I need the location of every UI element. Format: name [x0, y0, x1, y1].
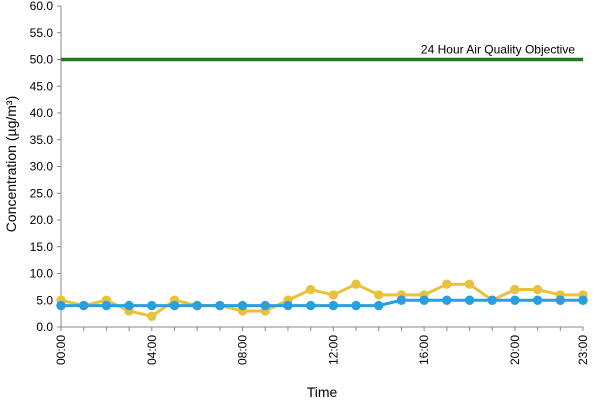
- series-1-point: [328, 290, 339, 300]
- series-2-point: [578, 295, 588, 305]
- series-1-point: [351, 279, 361, 289]
- series-2-point: [532, 295, 543, 305]
- series-1-point: [442, 279, 452, 289]
- y-tick-label: 25.0: [30, 186, 54, 200]
- series-1-point: [464, 279, 475, 289]
- series-2-point: [147, 300, 157, 311]
- reference-line-label: 24 Hour Air Quality Objective: [421, 43, 575, 57]
- x-tick-label: 23:00: [576, 335, 590, 365]
- reference-line-group: 24 Hour Air Quality Objective: [61, 43, 583, 62]
- series-2-point: [283, 300, 293, 311]
- y-tick-label: 5.0: [36, 293, 53, 307]
- y-tick-label: 40.0: [30, 106, 54, 120]
- series-2-point: [56, 300, 66, 311]
- y-tick-label: 10.0: [30, 267, 54, 281]
- x-axis-title: Time: [307, 384, 338, 400]
- series-1-point: [374, 290, 384, 300]
- series-2-point: [396, 295, 407, 305]
- series-2-point: [374, 300, 384, 311]
- y-axis-ticks: 0.0 5.0 10.0 15.0 20.0 25.0 30.0 35.0 40.0 45.0 50…: [30, 0, 61, 334]
- series-group: [56, 279, 588, 321]
- x-tick-label: 08:00: [236, 335, 250, 365]
- y-tick-label: 35.0: [30, 133, 54, 147]
- series-2-point: [419, 295, 429, 305]
- series-1-point: [532, 284, 543, 295]
- series-1-point: [305, 284, 316, 295]
- x-tick-label: 20:00: [508, 335, 522, 365]
- x-tick-label: 00:00: [54, 335, 68, 365]
- x-tick-label: 12:00: [326, 335, 340, 365]
- y-tick-label: 50.0: [30, 53, 54, 67]
- y-tick-label: 55.0: [30, 26, 54, 40]
- series-2: [56, 295, 588, 311]
- x-tick-label: 16:00: [417, 335, 431, 365]
- series-2-point: [169, 300, 180, 311]
- series-2-point: [260, 300, 270, 311]
- series-2-point: [510, 295, 520, 305]
- series-2-point: [351, 300, 361, 311]
- series-2-point: [305, 300, 316, 311]
- x-axis-ticks: 00:00 04:00 08:00 12:00 16:00 20:00 23:00: [54, 327, 590, 365]
- series-1-point: [147, 311, 157, 321]
- y-tick-label: 30.0: [30, 160, 54, 174]
- series-2-point: [442, 295, 452, 305]
- series-2-point: [555, 295, 566, 305]
- y-tick-label: 45.0: [30, 79, 54, 93]
- series-2-point: [328, 300, 339, 311]
- series-2-point: [78, 300, 89, 311]
- series-2-point: [464, 295, 475, 305]
- series-2-line: [61, 298, 583, 308]
- series-2-point: [124, 300, 134, 311]
- series-2-point: [487, 295, 497, 305]
- y-tick-label: 20.0: [30, 213, 54, 227]
- y-tick-label: 15.0: [30, 240, 54, 254]
- series-2-point: [215, 300, 225, 311]
- y-tick-label: 60.0: [30, 0, 54, 13]
- series-2-point: [101, 300, 112, 311]
- y-tick-label: 0.0: [36, 320, 53, 334]
- y-axis-title: Concentration (µg/m³): [3, 96, 19, 232]
- series-2-point: [192, 300, 202, 311]
- x-tick-label: 04:00: [145, 335, 159, 365]
- series-2-point: [237, 300, 248, 311]
- series-1-point: [510, 284, 520, 295]
